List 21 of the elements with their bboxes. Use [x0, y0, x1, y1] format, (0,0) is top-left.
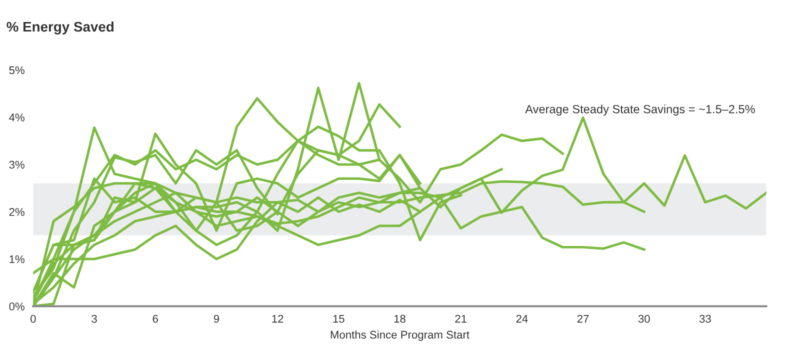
x-tick-label: 12 — [272, 314, 284, 323]
x-tick-label: 0 — [30, 314, 36, 323]
x-tick-label: 3 — [92, 314, 97, 323]
x-tick-label: 33 — [699, 314, 711, 323]
x-tick-label: 24 — [516, 314, 528, 323]
y-tick-label: 0% — [9, 302, 24, 310]
x-tick-label: 21 — [455, 314, 466, 323]
chart-title: % Energy Saved — [6, 21, 114, 35]
x-tick-label: 18 — [394, 314, 406, 323]
x-tick-label: 6 — [152, 314, 158, 323]
x-tick-label: 27 — [577, 314, 589, 323]
x-tick-label: 15 — [333, 314, 344, 323]
y-tick-label: 3% — [9, 160, 24, 169]
y-tick-label: 2% — [9, 208, 24, 216]
x-axis-title: Months Since Program Start — [330, 330, 470, 341]
x-tick-label: 30 — [638, 314, 650, 323]
y-tick-label: 5% — [9, 66, 24, 74]
y-tick-label: 4% — [9, 114, 24, 122]
y-tick-label: 1% — [10, 255, 24, 264]
annotation: Average Steady State Savings = ~1.5–2.5% — [525, 104, 755, 116]
x-tick-label: 9 — [214, 314, 220, 323]
